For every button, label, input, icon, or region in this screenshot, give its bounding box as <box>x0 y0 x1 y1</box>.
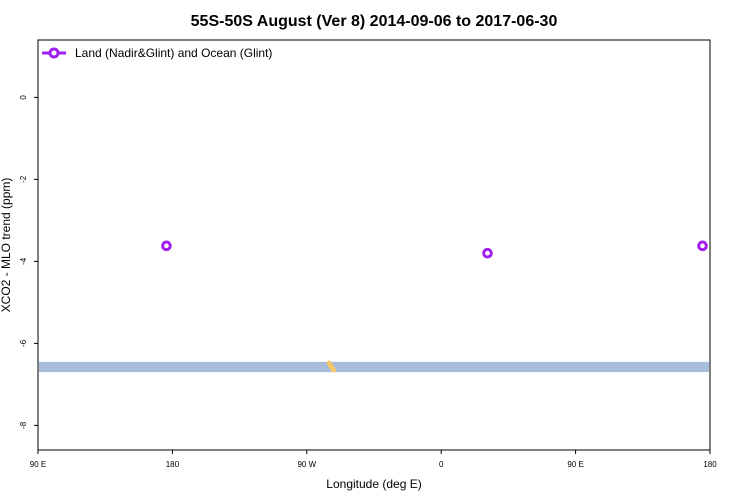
x-tick-label: 0 <box>439 460 444 469</box>
land-features-layer <box>326 360 337 373</box>
y-tick-label: 0 <box>19 95 28 100</box>
x-tick-label: 180 <box>703 460 717 469</box>
x-tick-label: 90 W <box>297 460 316 469</box>
plot-frame <box>37 39 711 451</box>
x-tick-label: 90 E <box>30 460 46 469</box>
y-tick-label: -2 <box>19 175 28 183</box>
x-axis: 90 E 180 90 W 0 90 E 180 <box>30 450 717 469</box>
y-axis: 0 -2 -4 -6 -8 <box>19 95 38 429</box>
land-band <box>39 361 709 373</box>
y-tick-label: -6 <box>19 339 28 347</box>
land-band-layer <box>39 361 709 373</box>
x-axis-label: Longitude (deg E) <box>326 477 421 491</box>
data-point <box>697 240 708 252</box>
data-point <box>161 240 172 252</box>
points-layer <box>161 240 708 259</box>
data-point <box>482 247 493 259</box>
y-tick-label: -8 <box>19 421 28 429</box>
land-feature-mark <box>331 367 337 373</box>
x-tick-label: 180 <box>166 460 180 469</box>
x-tick-label: 90 E <box>567 460 583 469</box>
y-axis-label: XCO2 - MLO trend (ppm) <box>0 178 13 313</box>
legend-marker <box>48 47 60 59</box>
legend-label: Land (Nadir&Glint) and Ocean (Glint) <box>75 46 272 60</box>
y-tick-label: -4 <box>19 257 28 265</box>
legend: Land (Nadir&Glint) and Ocean (Glint) <box>42 46 272 60</box>
chart-title: 55S-50S August (Ver 8) 2014-09-06 to 201… <box>191 13 558 30</box>
